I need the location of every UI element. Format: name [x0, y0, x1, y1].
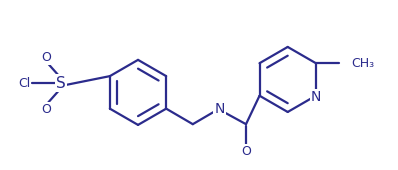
Text: H: H	[215, 101, 224, 111]
Text: O: O	[41, 51, 51, 64]
Text: N: N	[214, 102, 224, 116]
Text: S: S	[56, 76, 66, 91]
Text: N: N	[311, 90, 321, 104]
Text: Cl: Cl	[18, 77, 30, 90]
Text: O: O	[41, 103, 51, 116]
Text: CH₃: CH₃	[351, 57, 375, 70]
Text: O: O	[241, 145, 251, 158]
